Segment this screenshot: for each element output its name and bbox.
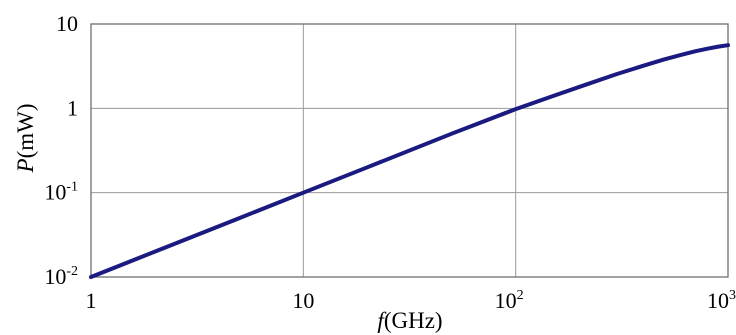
y-axis-label: P(mW)	[13, 104, 38, 174]
grid	[91, 24, 728, 277]
y-axis-ticks: 10-2 10-1 1 10	[44, 11, 78, 289]
y-tick-label: 10-2	[44, 264, 78, 289]
x-axis-label: f(GHz)	[377, 308, 442, 333]
y-tick-label: 1	[67, 95, 78, 120]
x-tick-label: 102	[495, 288, 524, 313]
y-tick-label: 10-1	[44, 180, 78, 205]
series-line	[89, 43, 730, 279]
x-tick-label: 10	[292, 288, 314, 313]
x-tick-label: 1	[86, 288, 97, 313]
series-layer	[89, 43, 730, 279]
x-axis-ticks: 1 10 102 103	[86, 288, 736, 313]
plot-frame	[90, 23, 729, 278]
x-tick-label: 103	[707, 288, 736, 313]
y-tick-label: 10	[56, 11, 78, 36]
